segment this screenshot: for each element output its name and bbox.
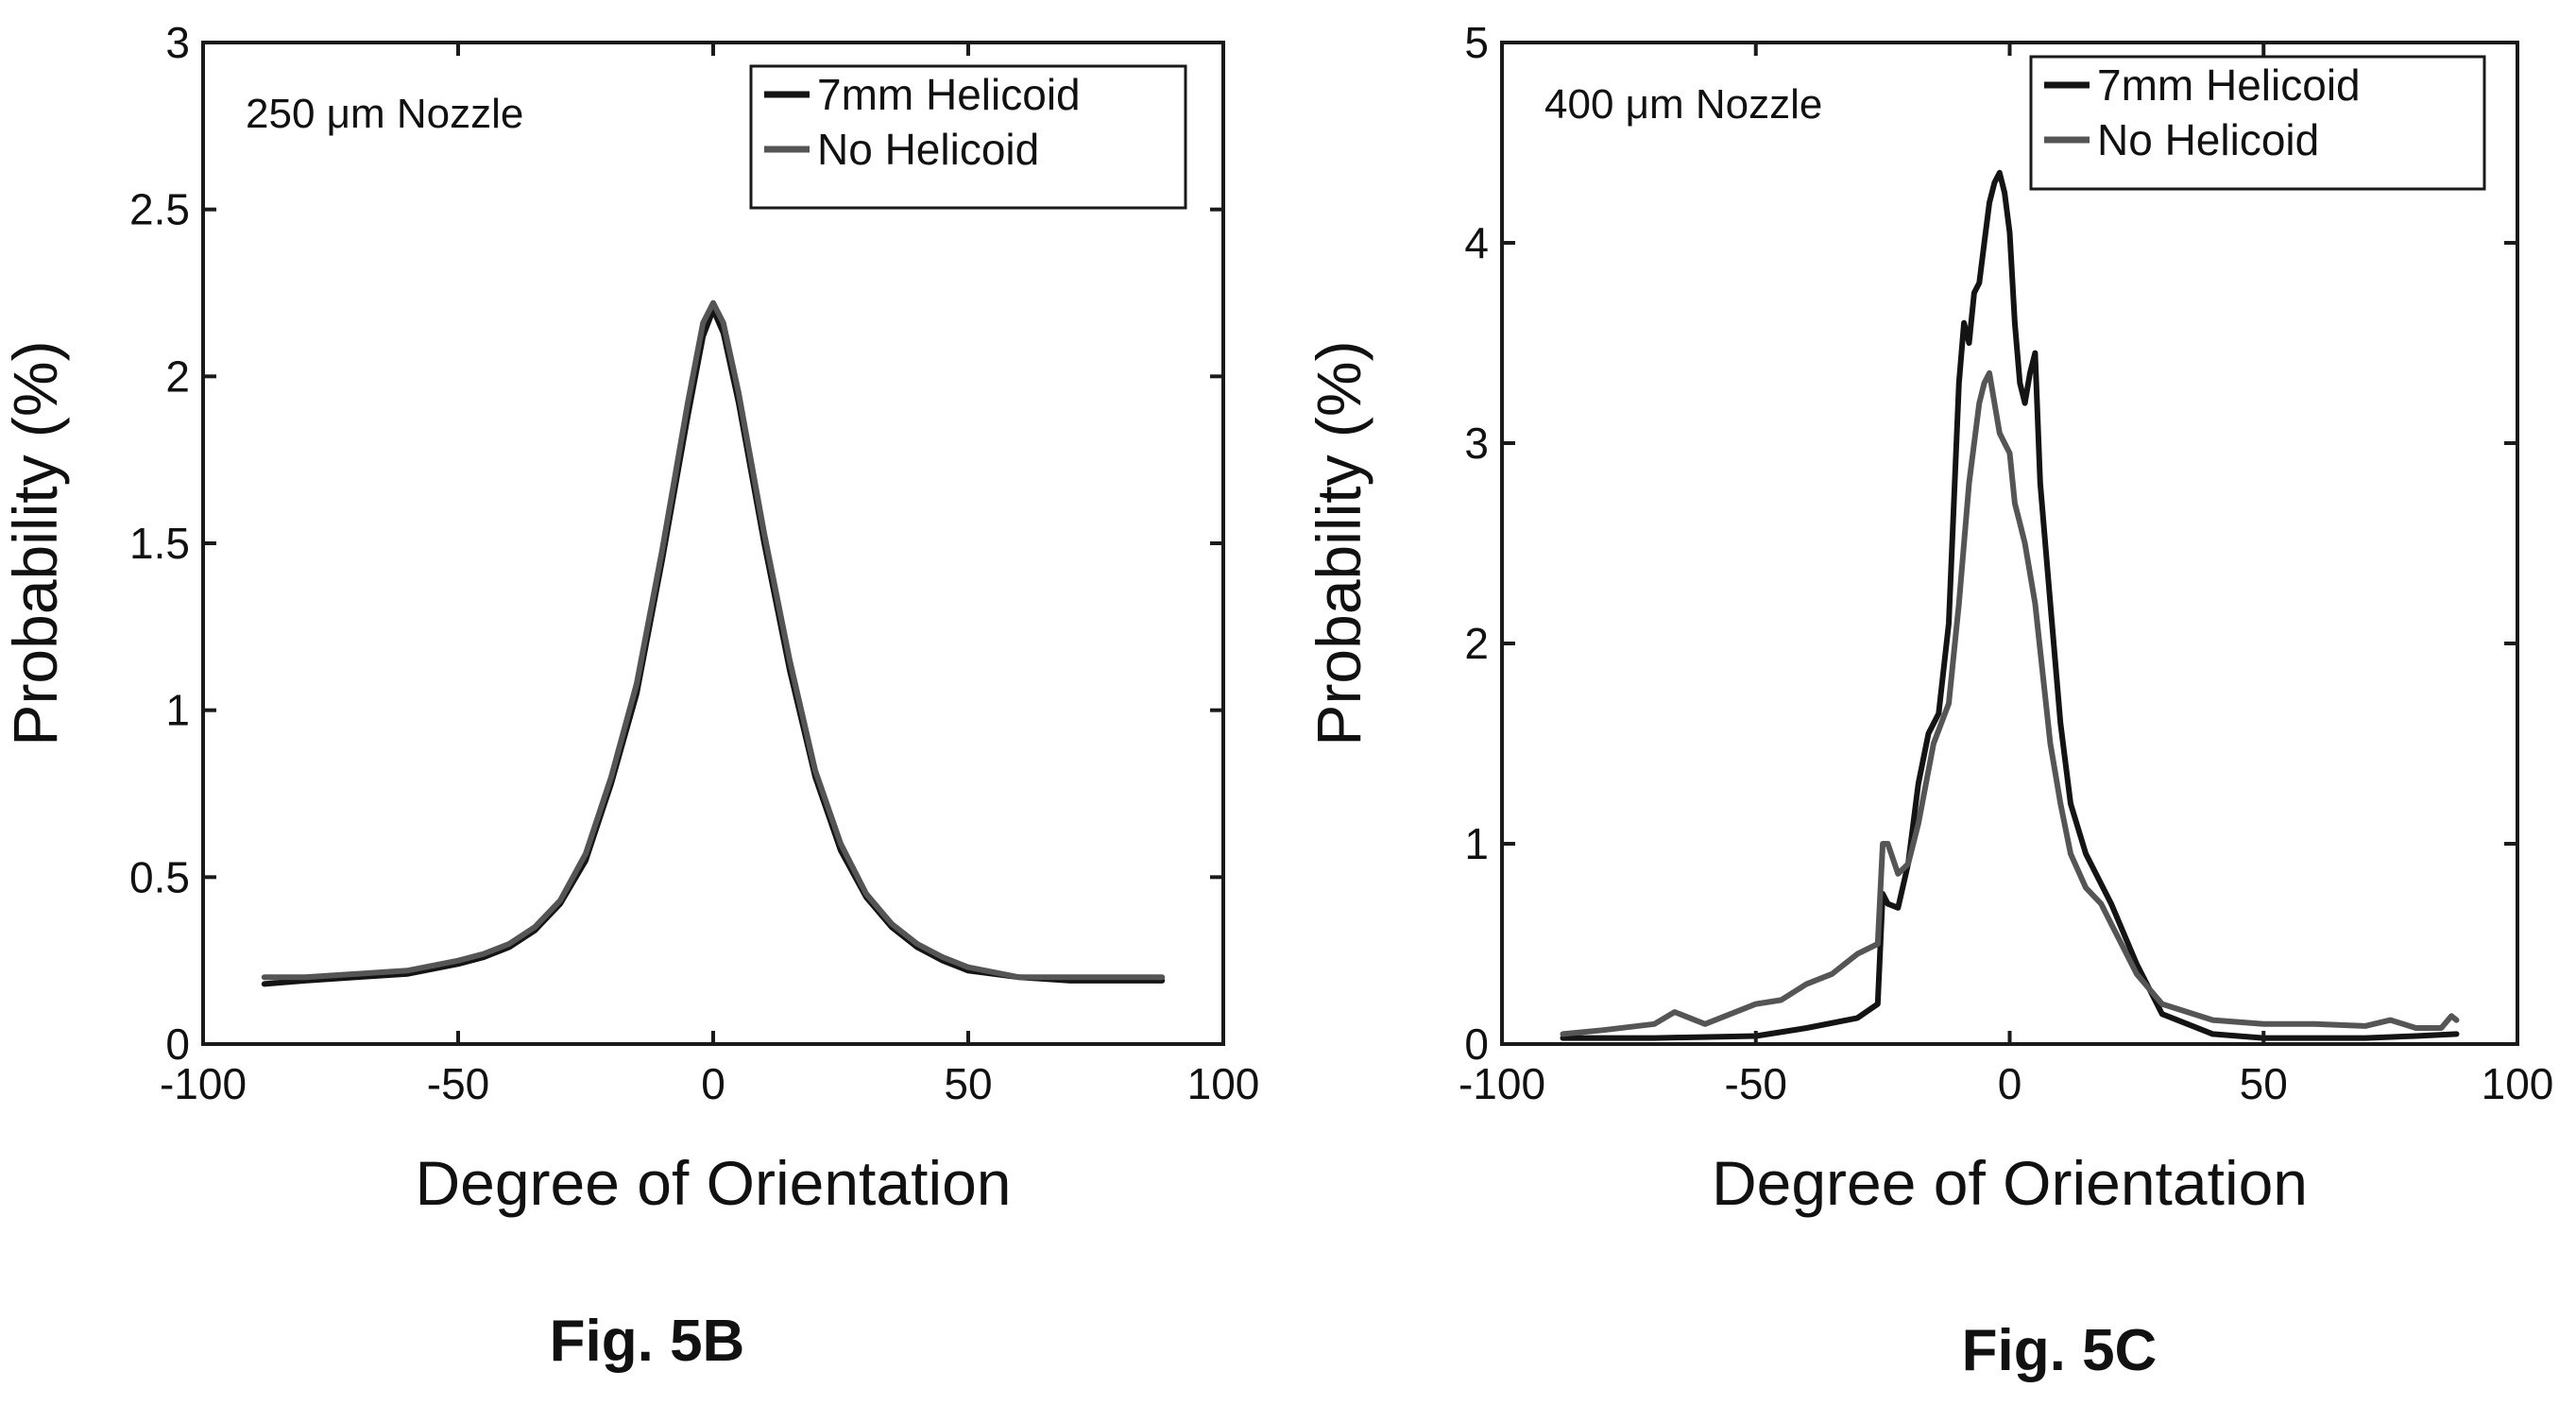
y-tick-label: 1.5 — [129, 519, 190, 568]
x-tick-label: 50 — [944, 1059, 992, 1108]
y-tick-label: 2.5 — [129, 185, 190, 234]
plot-area-frame — [1500, 41, 2519, 1046]
x-tick-label: -100 — [1459, 1059, 1545, 1108]
y-axis-label: Probability (%) — [1304, 340, 1373, 745]
series-layer — [261, 300, 1166, 987]
legend-label-7mm-helicoid: 7mm Helicoid — [817, 70, 1081, 119]
series-line-7mm-helicoid — [1560, 169, 2460, 1041]
chart-panel-5b: -100 -50 0 50 100 0 0.5 1 1.5 2 2.5 3 Degree of Ori… — [0, 18, 1259, 1374]
x-tick-label: -100 — [160, 1059, 247, 1108]
series-layer — [1560, 169, 2460, 1041]
panel-annotation: 250 μm Nozzle — [246, 91, 523, 137]
y-tick-label: 0 — [1464, 1019, 1489, 1069]
y-tick-label: 1 — [165, 686, 190, 735]
y-tick-label: 4 — [1464, 218, 1489, 267]
chart-panel-5c: -100 -50 0 50 100 0 1 2 3 4 5 Degree of Orientatio… — [1304, 18, 2553, 1383]
y-tick-label: 3 — [1464, 419, 1489, 468]
x-tick-label: 0 — [701, 1059, 725, 1108]
x-axis-label: Degree of Orientation — [1712, 1148, 2308, 1218]
legend-label-no-helicoid: No Helicoid — [2097, 115, 2319, 164]
x-tick-label: 100 — [2482, 1059, 2554, 1108]
y-tick-label: 0.5 — [129, 852, 190, 901]
x-tick-label: 0 — [1998, 1059, 2022, 1108]
series-line-no-helicoid — [261, 300, 1166, 981]
y-tick-label: 2 — [1464, 619, 1489, 668]
figure-caption: Fig. 5B — [550, 1309, 745, 1374]
legend-label-7mm-helicoid: 7mm Helicoid — [2097, 60, 2361, 110]
series-line-7mm-helicoid — [261, 306, 1166, 987]
y-tick-label: 0 — [165, 1019, 190, 1069]
y-tick-label: 2 — [165, 351, 190, 401]
y-tick-label: 3 — [165, 18, 190, 67]
ticks-layer: -100 -50 0 50 100 0 1 2 3 4 5 — [1459, 18, 2553, 1108]
legend: 7mm Helicoid No Helicoid — [2029, 55, 2486, 191]
x-tick-label: 50 — [2240, 1059, 2288, 1108]
x-tick-label: -50 — [1725, 1059, 1787, 1108]
x-tick-label: -50 — [427, 1059, 489, 1108]
figure-caption: Fig. 5C — [1962, 1318, 2158, 1383]
legend-box — [749, 64, 1187, 210]
panel-annotation: 400 μm Nozzle — [1544, 81, 1822, 128]
legend-box — [2029, 55, 2486, 191]
legend: 7mm Helicoid No Helicoid — [749, 64, 1187, 210]
series-line-no-helicoid — [1560, 369, 2460, 1037]
legend-label-no-helicoid: No Helicoid — [817, 125, 1039, 174]
x-axis-label: Degree of Orientation — [415, 1148, 1011, 1218]
y-tick-label: 5 — [1464, 18, 1489, 67]
y-axis-label: Probability (%) — [0, 340, 70, 745]
y-tick-label: 1 — [1464, 819, 1489, 868]
x-tick-label: 100 — [1187, 1059, 1260, 1108]
ticks-layer: -100 -50 0 50 100 0 0.5 1 1.5 2 2.5 3 — [129, 18, 1259, 1108]
